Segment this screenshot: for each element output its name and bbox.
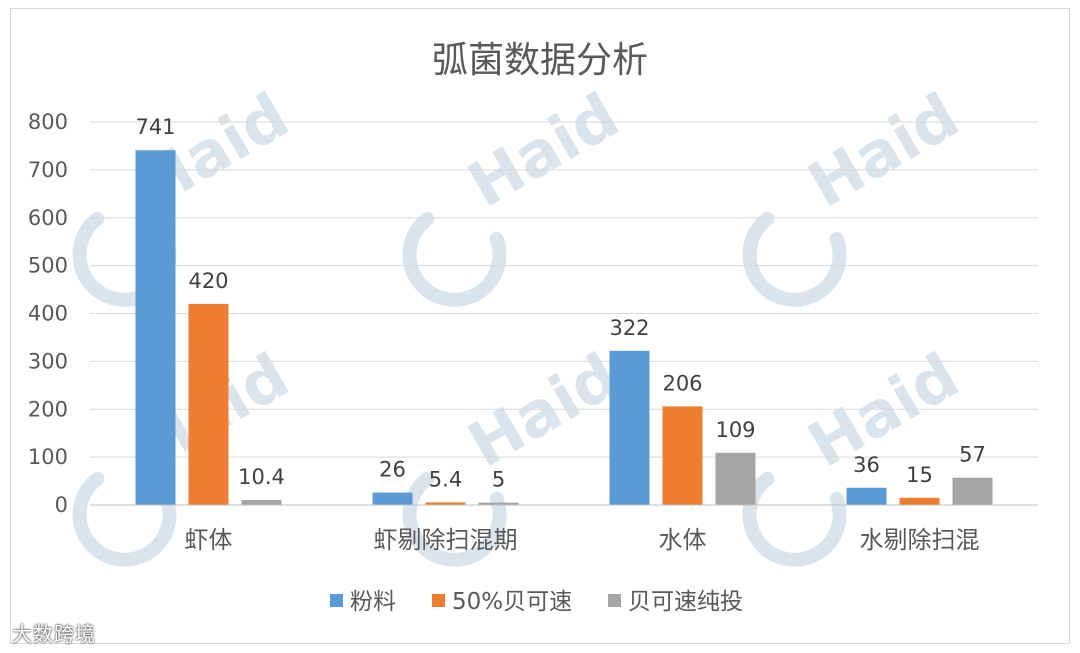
bar	[478, 502, 519, 505]
data-label: 5	[492, 468, 505, 492]
data-label: 5.4	[429, 467, 462, 491]
data-label: 322	[609, 316, 649, 340]
x-category-label: 虾体	[185, 526, 233, 554]
y-tick-label: 100	[28, 445, 68, 469]
watermark-swoosh-icon	[402, 211, 507, 307]
y-axis-ticks: 0 100 200 300 400 500 600 700 800	[28, 110, 68, 517]
legend-label: 粉料	[350, 589, 396, 615]
watermark-swoosh-icon	[742, 211, 847, 307]
bar	[188, 303, 229, 505]
data-label: 10.4	[238, 465, 285, 489]
chart-title: 弧菌数据分析	[432, 40, 648, 81]
legend-item: 50%贝可速	[432, 589, 572, 615]
y-tick-label: 0	[55, 493, 68, 517]
watermark-logo: Haid	[742, 79, 971, 307]
footer-watermark: 大数跨境	[12, 622, 96, 646]
bar	[425, 502, 466, 505]
data-label: 36	[853, 453, 880, 477]
bar	[372, 492, 413, 505]
watermark-text: Haid	[796, 79, 971, 222]
bar	[715, 452, 756, 505]
x-category-label: 水体	[659, 526, 707, 554]
legend-label: 贝可速纯投	[628, 589, 743, 615]
y-tick-label: 600	[28, 206, 68, 230]
chart-frame	[10, 8, 1070, 644]
data-label: 15	[906, 463, 933, 487]
y-tick-label: 400	[28, 302, 68, 326]
bar	[899, 497, 940, 505]
legend-swatch	[608, 594, 621, 607]
watermark-text: Haid	[456, 339, 631, 482]
data-label: 206	[662, 371, 702, 395]
legend-item: 粉料	[330, 589, 396, 615]
watermark-text: Haid	[456, 79, 631, 222]
legend-swatch	[432, 594, 445, 607]
x-axis-labels: 虾体 虾剔除扫混期 水体 水剔除扫混	[90, 504, 1038, 554]
bar	[846, 487, 887, 505]
legend-item: 贝可速纯投	[608, 589, 743, 615]
data-label: 57	[959, 443, 986, 467]
watermark-logo: Haid	[72, 79, 301, 307]
y-tick-label: 500	[28, 254, 68, 278]
y-tick-label: 800	[28, 110, 68, 134]
legend: 粉料 50%贝可速 贝可速纯投	[330, 589, 743, 615]
data-label: 109	[715, 418, 755, 442]
bar	[241, 500, 282, 505]
bar	[135, 150, 176, 505]
watermark-text: Haid	[796, 339, 971, 482]
y-tick-label: 700	[28, 158, 68, 182]
legend-label: 50%贝可速	[452, 589, 572, 615]
watermark-logo: Haid	[402, 79, 631, 307]
bar	[952, 477, 993, 505]
x-category-label: 虾剔除扫混期	[374, 526, 518, 554]
watermark-swoosh-icon	[72, 471, 177, 567]
legend-swatch	[330, 594, 343, 607]
data-label: 420	[188, 269, 228, 293]
data-label: 741	[135, 115, 175, 139]
y-tick-label: 200	[28, 397, 68, 421]
data-labels: 741 420 10.4 26 5.4 5 322 206 109 36 15 57	[135, 115, 985, 491]
bar	[662, 406, 703, 505]
y-tick-label: 300	[28, 349, 68, 373]
bars	[135, 150, 993, 505]
bar	[609, 350, 650, 505]
data-label: 26	[379, 458, 406, 482]
x-category-label: 水剔除扫混	[860, 526, 980, 554]
